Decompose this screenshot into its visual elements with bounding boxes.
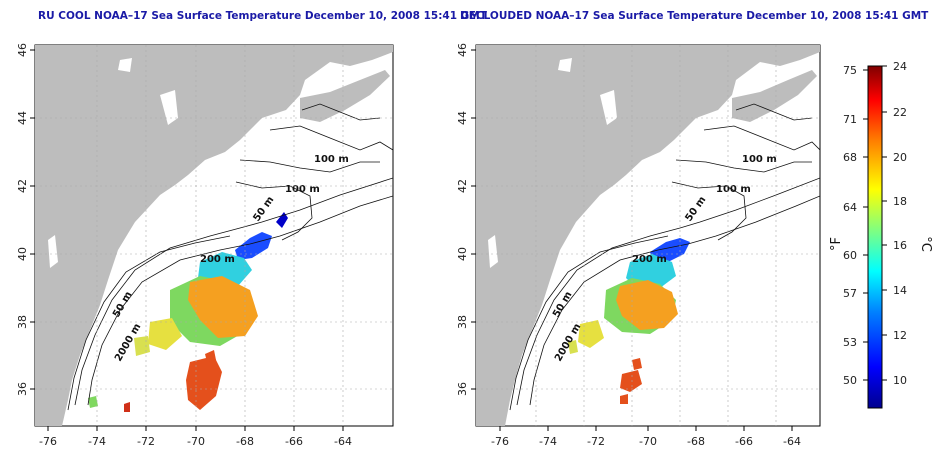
fahrenheit-tick-label: 68 bbox=[843, 151, 857, 164]
right-x-tick-label: -66 bbox=[735, 435, 753, 448]
right-inland-water bbox=[558, 58, 572, 72]
celsius-tick-label: 16 bbox=[893, 239, 907, 252]
left-land-mass bbox=[35, 45, 393, 426]
left-x-tick-label: -74 bbox=[88, 435, 106, 448]
right-y-tick-label: 40 bbox=[456, 247, 469, 261]
right-contour-label: 100 m bbox=[742, 154, 777, 165]
left-y-tick-label: 40 bbox=[16, 247, 29, 261]
right-land-mass bbox=[476, 45, 820, 426]
right-x-tick-label: -76 bbox=[491, 435, 509, 448]
left-x-tick-label: -64 bbox=[334, 435, 352, 448]
celsius-tick-label: 20 bbox=[893, 151, 907, 164]
fahrenheit-tick-label: 64 bbox=[843, 201, 857, 214]
left-map-title: RU COOL NOAA–17 Sea Surface Temperature … bbox=[38, 10, 487, 22]
right-map: 100 m 100 m 50 m 200 m 50 m 2000 m bbox=[456, 43, 821, 448]
left-inland-water bbox=[118, 58, 132, 72]
celsius-tick-label: 10 bbox=[893, 374, 907, 387]
left-x-axis-ticks bbox=[47, 426, 344, 431]
right-inland-water bbox=[600, 90, 617, 125]
right-bathymetry-contours bbox=[509, 103, 820, 411]
left-sst-patch-red bbox=[205, 350, 216, 362]
right-sst-patch-yellow bbox=[578, 320, 604, 348]
left-grid bbox=[35, 45, 393, 426]
left-sst-patch-green bbox=[88, 396, 98, 408]
left-sst-patch-red bbox=[186, 356, 222, 410]
left-x-tick-label: -68 bbox=[236, 435, 254, 448]
right-y-tick-label: 44 bbox=[456, 111, 469, 125]
right-x-tick-label: -64 bbox=[783, 435, 801, 448]
colorbar-gradient bbox=[867, 65, 883, 409]
right-x-tick-label: -70 bbox=[639, 435, 657, 448]
right-map-title: DECLOUDED NOAA–17 Sea Surface Temperatur… bbox=[460, 10, 929, 22]
left-x-tick-label: -70 bbox=[187, 435, 205, 448]
celsius-tick-label: 22 bbox=[893, 106, 907, 119]
fahrenheit-ticks bbox=[863, 69, 868, 381]
left-inland-water bbox=[160, 90, 178, 125]
left-sst-patch-orange bbox=[188, 276, 258, 338]
fahrenheit-tick-label: 71 bbox=[843, 113, 857, 126]
left-bathymetry-contours bbox=[67, 103, 393, 411]
right-y-tick-label: 42 bbox=[456, 179, 469, 193]
fahrenheit-tick-label: 57 bbox=[843, 287, 857, 300]
left-x-tick-label: -66 bbox=[285, 435, 303, 448]
right-sst-patch-orange bbox=[616, 280, 678, 330]
left-y-axis-ticks bbox=[30, 49, 35, 390]
celsius-tick-label: 24 bbox=[893, 60, 907, 73]
right-contour-label: 100 m bbox=[716, 184, 751, 195]
left-sst-patch-red bbox=[124, 402, 130, 412]
left-y-tick-label: 44 bbox=[16, 111, 29, 125]
right-y-tick-label: 46 bbox=[456, 43, 469, 57]
right-y-tick-label: 38 bbox=[456, 315, 469, 329]
right-x-tick-label: -74 bbox=[539, 435, 557, 448]
right-sst-patch-yellow bbox=[568, 340, 578, 354]
left-x-tick-label: -76 bbox=[39, 435, 57, 448]
fahrenheit-tick-label: 53 bbox=[843, 336, 857, 349]
right-x-tick-label: -72 bbox=[587, 435, 605, 448]
left-x-tick-label: -72 bbox=[137, 435, 155, 448]
left-contour-label: 200 m bbox=[200, 254, 235, 265]
right-contour-label: 200 m bbox=[632, 254, 667, 265]
celsius-ticks bbox=[882, 65, 887, 381]
right-y-tick-label: 36 bbox=[456, 382, 469, 396]
right-grid bbox=[476, 45, 820, 426]
left-inland-water bbox=[48, 235, 58, 268]
left-y-tick-label: 42 bbox=[16, 179, 29, 193]
celsius-tick-label: 14 bbox=[893, 284, 907, 297]
right-sst-patch-red bbox=[620, 394, 628, 404]
right-x-axis-ticks bbox=[499, 426, 793, 431]
celsius-tick-label: 18 bbox=[893, 195, 907, 208]
right-sst-patch-red bbox=[632, 358, 642, 370]
right-peninsula-land bbox=[732, 70, 817, 122]
left-y-tick-label: 46 bbox=[16, 43, 29, 57]
left-map: 100 m 100 m 50 m 200 m 50 m 2000 m bbox=[16, 43, 394, 448]
right-x-tick-label: -68 bbox=[687, 435, 705, 448]
fahrenheit-axis-label: °F bbox=[829, 237, 844, 251]
fahrenheit-tick-label: 50 bbox=[843, 374, 857, 387]
left-contour-label: 100 m bbox=[285, 184, 320, 195]
left-contour-label: 100 m bbox=[314, 154, 349, 165]
left-y-tick-label: 38 bbox=[16, 315, 29, 329]
right-sst-patch-red bbox=[620, 370, 642, 392]
fahrenheit-tick-label: 75 bbox=[843, 64, 857, 77]
left-sst-patch-blue bbox=[235, 232, 272, 260]
left-y-tick-label: 36 bbox=[16, 382, 29, 396]
temperature-colorbar: 75 71 68 64 60 57 53 50 °F 24 22 20 18 1… bbox=[829, 60, 933, 409]
celsius-tick-label: 12 bbox=[893, 329, 907, 342]
celsius-axis-label: °C bbox=[918, 236, 933, 252]
right-y-axis-ticks bbox=[471, 49, 476, 390]
right-inland-water bbox=[488, 235, 498, 268]
fahrenheit-tick-label: 60 bbox=[843, 249, 857, 262]
left-peninsula-land bbox=[300, 70, 390, 122]
left-sst-patch-yellow bbox=[148, 318, 182, 350]
left-sst-patch-blue bbox=[276, 212, 288, 228]
